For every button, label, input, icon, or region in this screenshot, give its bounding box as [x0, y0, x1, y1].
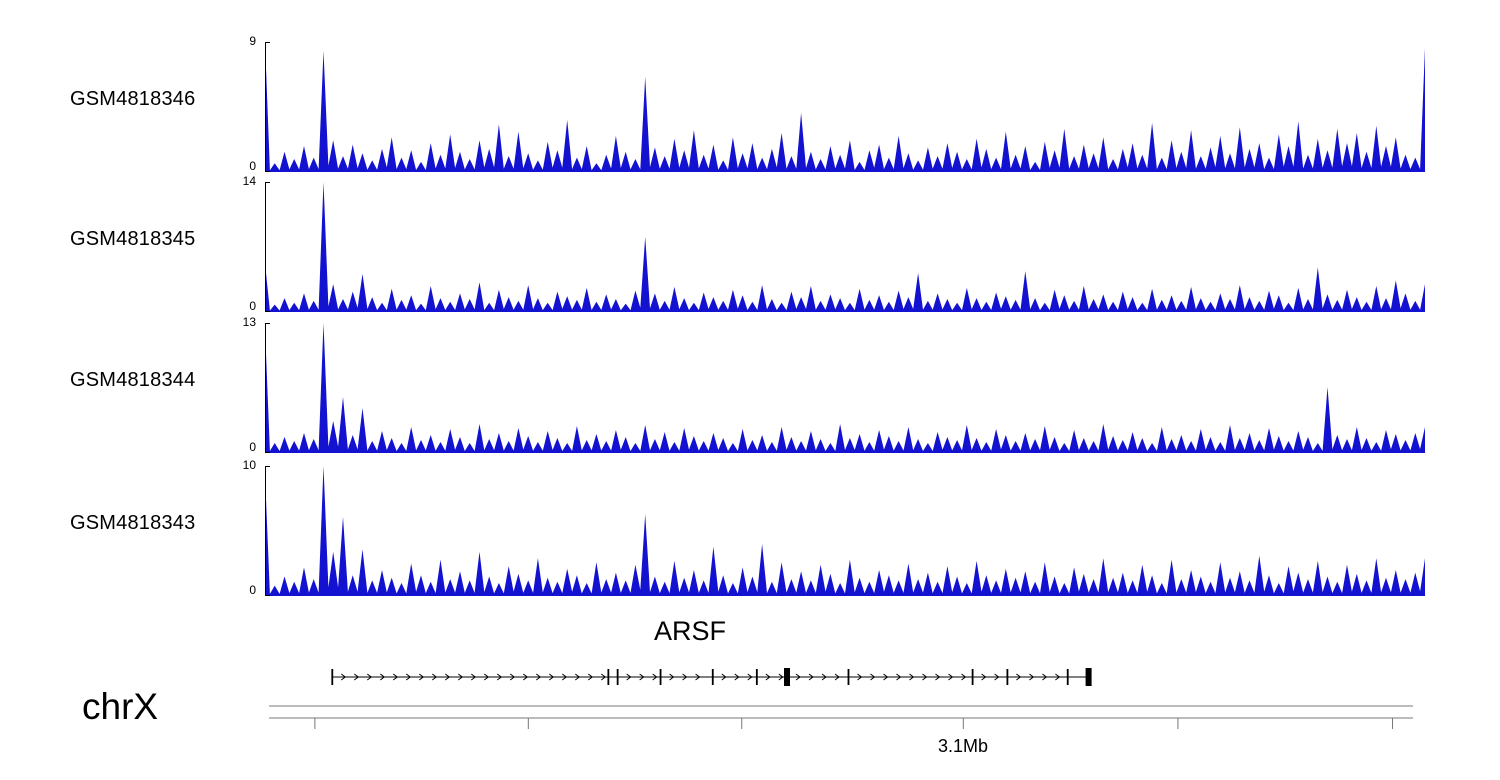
y-axis-zero-label: 0: [249, 440, 256, 454]
track-label: GSM4818345: [70, 228, 196, 250]
coverage-track: [265, 323, 1425, 453]
coverage-plot: [265, 182, 1425, 312]
y-axis-max-label: 9: [249, 34, 256, 48]
y-axis-max-label: 10: [242, 458, 256, 472]
gene-model: [331, 668, 1092, 686]
y-axis-max-label: 14: [242, 174, 256, 188]
y-axis-max-label: 13: [242, 315, 256, 329]
track-label: GSM4818344: [70, 369, 196, 391]
coverage-plot: [265, 466, 1425, 596]
genome-axis-track: [265, 698, 1425, 758]
gene-name-label: ARSF: [653, 616, 726, 646]
y-axis-zero-label: 0: [249, 583, 256, 597]
track-label: GSM4818346: [70, 88, 196, 110]
coverage-plot: [265, 42, 1425, 172]
gene-model-track: [265, 652, 1425, 702]
chromosome-label: chrX: [82, 686, 159, 727]
coverage-plot: [265, 323, 1425, 453]
axis-position-label: 3.1Mb: [937, 736, 989, 756]
track-label: GSM4818343: [70, 512, 196, 534]
coverage-track: [265, 182, 1425, 312]
genome-axis: [269, 705, 1413, 729]
coverage-track: [265, 466, 1425, 596]
coverage-track: [265, 42, 1425, 172]
y-axis-zero-label: 0: [249, 159, 256, 173]
y-axis-zero-label: 0: [249, 299, 256, 313]
